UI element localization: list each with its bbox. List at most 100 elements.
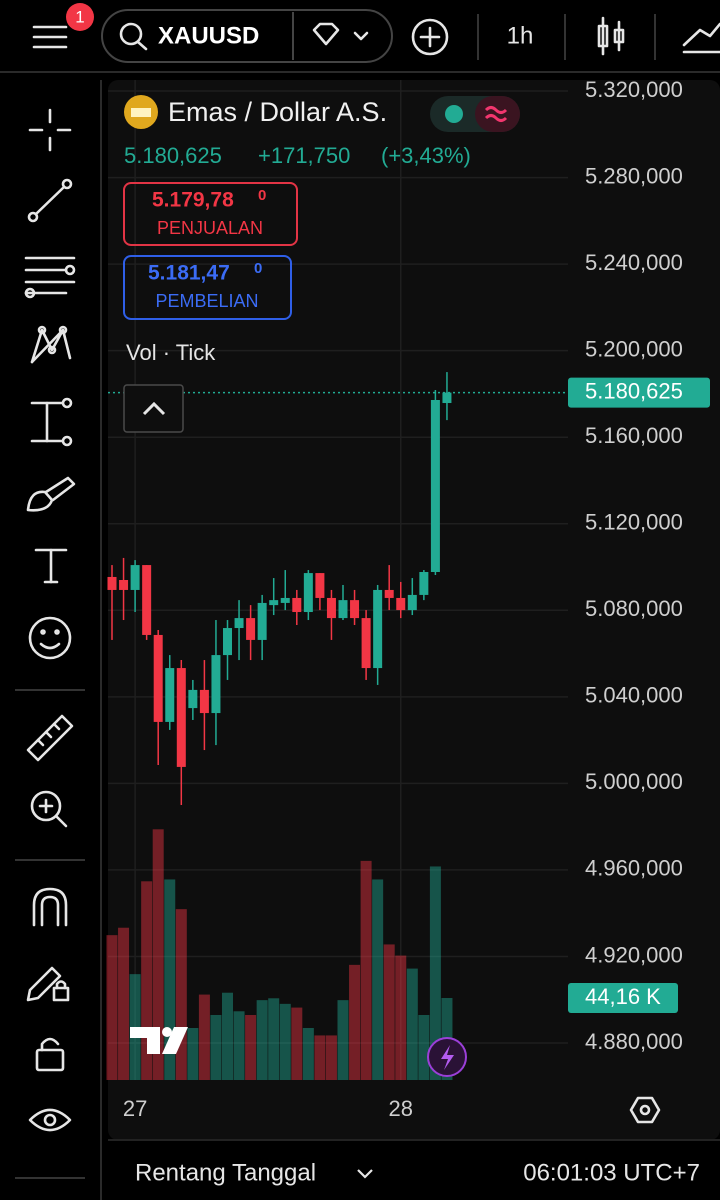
add-button[interactable]: [411, 18, 449, 56]
tradingview-logo: [130, 1027, 188, 1054]
y-tick-label: 5.320,000: [585, 77, 683, 102]
volume-bar: [141, 881, 153, 1080]
candle-body: [407, 594, 417, 611]
volume-bar: [291, 1007, 303, 1080]
candle-body: [292, 597, 302, 613]
volume-bar: [418, 1015, 430, 1080]
candle-body: [211, 655, 221, 714]
notification-count: 1: [75, 7, 84, 26]
volume-bar: [245, 1015, 257, 1080]
settings-button[interactable]: [629, 1096, 661, 1124]
y-tick-label: 5.080,000: [585, 596, 683, 621]
symbol-title: Emas / Dollar A.S.: [168, 97, 387, 127]
volume-bar: [360, 860, 372, 1080]
pattern-tool[interactable]: [30, 325, 72, 364]
visibility-tool[interactable]: [28, 1108, 72, 1132]
candle-body: [303, 573, 313, 613]
volume-bar: [337, 1000, 349, 1080]
y-tick-label: 5.040,000: [585, 683, 683, 708]
symbol-logo-bar: [131, 108, 151, 117]
crosshair-tool[interactable]: [28, 108, 72, 152]
y-tick-label: 4.920,000: [585, 942, 683, 967]
volume-bar: [314, 1035, 326, 1080]
candle-body: [384, 589, 394, 598]
legend: Emas / Dollar A.S. 5.180,625 +171,750 (+…: [123, 95, 520, 433]
volume-bar: [175, 909, 187, 1080]
volume-bar: [302, 1028, 314, 1080]
sell-price: 5.179,78: [152, 189, 234, 212]
market-open-dot: [445, 105, 463, 123]
y-tick-label: 5.280,000: [585, 163, 683, 188]
y-tick-label: 4.960,000: [585, 856, 683, 881]
volume-bar: [187, 1028, 199, 1080]
volume-bar: [279, 1003, 291, 1080]
zoom-tool[interactable]: [30, 790, 68, 828]
volume-bar: [372, 879, 384, 1080]
candle-body: [430, 399, 440, 572]
trend-line-tool[interactable]: [27, 178, 73, 223]
last-price: 5.180,625: [124, 143, 222, 168]
candle-body: [234, 618, 244, 629]
lock-drawings-tool[interactable]: [26, 966, 70, 1002]
chart-type-button[interactable]: [597, 16, 625, 56]
volume-bar: [106, 935, 118, 1080]
volume-bar: [164, 879, 176, 1080]
candle-body: [246, 618, 256, 640]
text-tool[interactable]: [34, 548, 68, 584]
y-tick-label: 5.120,000: [585, 510, 683, 535]
emoji-tool[interactable]: [28, 616, 72, 660]
x-tick-label: 28: [389, 1096, 413, 1121]
volume-bar: [233, 1011, 245, 1080]
candle-body: [176, 668, 186, 767]
volume-bar: [256, 1000, 268, 1080]
buy-price-fraction: 0: [254, 260, 262, 277]
volume-bar: [383, 944, 395, 1080]
date-range-button[interactable]: Rentang Tanggal: [135, 1159, 316, 1186]
candle-body: [153, 634, 163, 722]
volume-bar: [325, 1035, 337, 1080]
status-pill-right: [475, 96, 520, 132]
volume-bar: [118, 927, 130, 1080]
indicators-button[interactable]: [682, 22, 720, 54]
volume-bar: [210, 1015, 222, 1080]
sell-button[interactable]: [123, 182, 298, 246]
lock-tool[interactable]: [35, 1037, 65, 1072]
last-volume-badge: [568, 982, 678, 1013]
interval[interactable]: 1h: [507, 22, 534, 49]
brush-tool[interactable]: [26, 476, 76, 512]
y-tick-label: 5.240,000: [585, 250, 683, 275]
symbol-search[interactable]: [101, 9, 393, 63]
fib-tool[interactable]: [24, 256, 76, 299]
last-volume-label: 44,16 K: [585, 984, 661, 1009]
premium-icon[interactable]: [312, 22, 369, 46]
candle-body: [396, 597, 406, 611]
candle-body: [257, 602, 267, 640]
measure-tool[interactable]: [30, 397, 73, 447]
magnet-tool[interactable]: [32, 887, 68, 927]
candle-body: [142, 565, 152, 635]
buy-button[interactable]: [123, 255, 292, 320]
y-tick-label: 4.880,000: [585, 1029, 683, 1054]
collapse-button[interactable]: [123, 384, 184, 433]
chevron-down: [357, 1169, 373, 1179]
timezone[interactable]: 06:01:03 UTC+7: [523, 1159, 700, 1186]
candle-body: [326, 597, 336, 619]
ruler-tool[interactable]: [26, 714, 74, 762]
candle-body: [119, 580, 129, 590]
drawing-toolbar: [15, 80, 102, 1200]
last-price-badge: [568, 377, 710, 408]
volume-bar: [349, 964, 361, 1080]
candle-body: [165, 668, 175, 722]
volume-bar: [395, 955, 407, 1080]
candle-body: [199, 689, 209, 714]
candle-body: [419, 571, 429, 595]
candle-body: [107, 576, 117, 590]
alerts-button[interactable]: [427, 1037, 467, 1077]
symbol[interactable]: XAUUSD: [158, 22, 259, 49]
candle-body: [442, 392, 452, 404]
menu-button[interactable]: [32, 25, 68, 49]
price-change-percent: (+3,43%): [381, 143, 471, 168]
buy-label: PEMBELIAN: [155, 291, 258, 311]
volume-bar: [406, 968, 418, 1080]
